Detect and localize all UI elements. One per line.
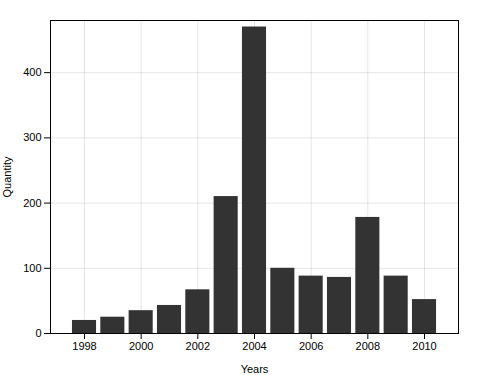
svg-text:2000: 2000 [129, 340, 153, 352]
svg-text:1998: 1998 [72, 340, 96, 352]
svg-text:100: 100 [23, 262, 41, 274]
svg-text:0: 0 [35, 327, 41, 339]
svg-text:Quantity: Quantity [1, 156, 13, 197]
svg-text:2008: 2008 [356, 340, 380, 352]
svg-text:2006: 2006 [299, 340, 323, 352]
svg-text:2010: 2010 [412, 340, 436, 352]
svg-text:400: 400 [23, 66, 41, 78]
svg-text:2002: 2002 [186, 340, 210, 352]
svg-text:2004: 2004 [242, 340, 266, 352]
svg-text:200: 200 [23, 197, 41, 209]
svg-text:Years: Years [241, 363, 269, 375]
svg-text:300: 300 [23, 131, 41, 143]
